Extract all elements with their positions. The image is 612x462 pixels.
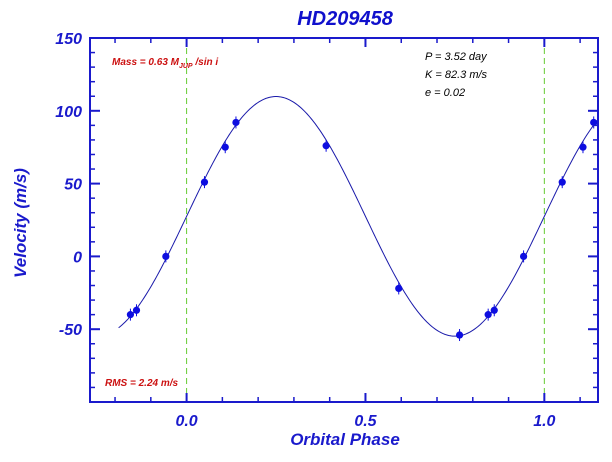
chart-title: HD209458	[297, 8, 394, 30]
y-axis-label: Velocity (m/s)	[11, 168, 30, 278]
mass-annotation: Mass = 0.63 MJUP /sin i	[112, 57, 218, 70]
data-point	[221, 143, 229, 151]
y-tick-label: -50	[59, 322, 82, 339]
y-tick-label: 0	[73, 249, 82, 266]
data-point	[322, 142, 330, 150]
period-annotation: P = 3.52 day	[425, 51, 488, 63]
y-tick-label: 100	[55, 104, 82, 121]
x-tick-labels: 0.0 0.5 1.0	[175, 413, 555, 430]
data-point	[232, 118, 240, 127]
data-point	[590, 118, 598, 127]
data-point	[558, 178, 566, 186]
data-point	[490, 306, 498, 314]
x-tick-label: 0.5	[354, 413, 377, 430]
model-curve	[118, 96, 599, 337]
data-point	[395, 284, 403, 293]
y-tick-label: 150	[55, 31, 82, 48]
x-tick-label: 1.0	[533, 413, 555, 430]
data-point	[579, 143, 587, 151]
data-point	[484, 311, 492, 319]
axis-ticks	[90, 37, 598, 402]
amplitude-annotation: K = 82.3 m/s	[425, 69, 488, 81]
plot-frame	[89, 37, 599, 403]
data-point	[162, 252, 170, 260]
plot-area	[89, 37, 599, 403]
data-points	[126, 116, 598, 342]
data-point	[519, 252, 528, 260]
mass-annotation-main: Mass = 0.63 M	[112, 57, 180, 68]
y-tick-labels: -50 0 50 100 150	[55, 31, 82, 339]
y-tick-label: 50	[64, 177, 82, 194]
x-axis-label: Orbital Phase	[290, 430, 400, 449]
x-tick-label: 0.0	[175, 413, 197, 430]
data-point	[132, 306, 141, 314]
reference-lines	[186, 38, 545, 402]
rms-annotation: RMS = 2.24 m/s	[105, 378, 179, 389]
data-point	[455, 331, 464, 339]
data-point	[126, 311, 135, 319]
eccentricity-annotation: e = 0.02	[425, 87, 465, 99]
data-point	[200, 178, 209, 186]
mass-annotation-subscript: JUP	[179, 63, 193, 70]
mass-annotation-suffix: /sin i	[193, 57, 219, 68]
